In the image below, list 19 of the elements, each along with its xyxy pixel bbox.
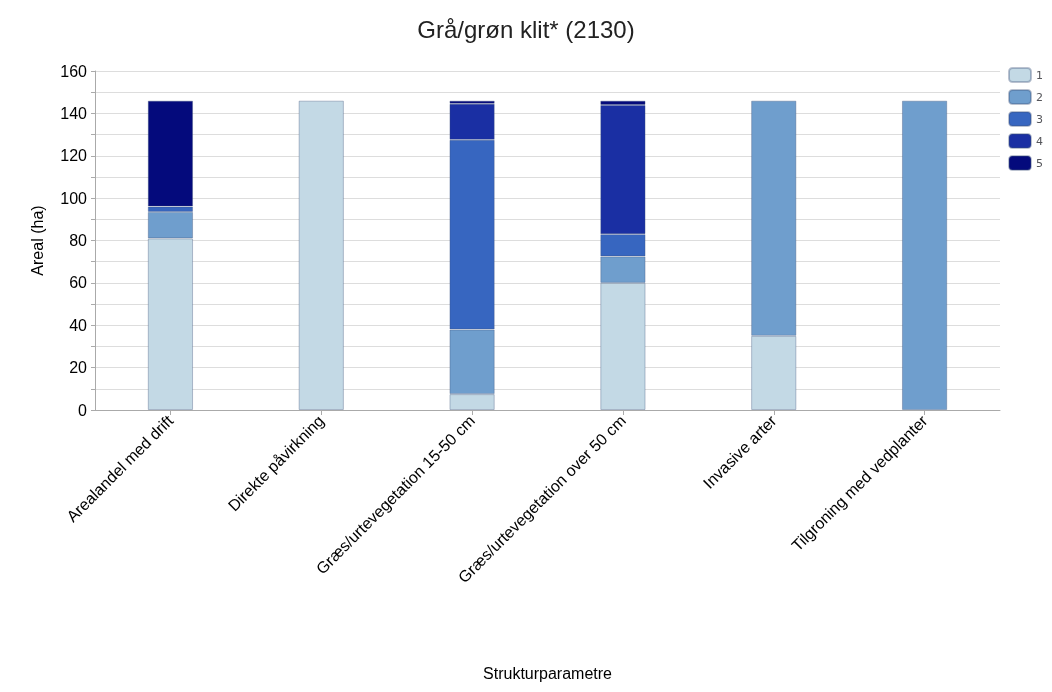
legend-label: 5 (1036, 156, 1043, 170)
y-tick-label: 120 (60, 147, 88, 165)
y-tick-label: 80 (69, 232, 88, 249)
legend-label: 3 (1036, 112, 1043, 126)
y-tick-label: 0 (78, 401, 88, 419)
y-axis-title: Areal (ha) (28, 205, 46, 276)
chart-title: Grå/grøn klit* (2130) (417, 15, 635, 43)
y-tick-label: 40 (69, 316, 88, 334)
y-tick-label: 140 (60, 104, 88, 122)
x-axis-title: Strukturparametre (483, 664, 613, 682)
legend-label: 4 (1036, 134, 1043, 148)
bar (298, 100, 344, 410)
bar (901, 100, 948, 410)
legend-label: 2 (1036, 90, 1043, 104)
y-tick-label: 100 (60, 189, 88, 207)
legend-label: 1 (1036, 68, 1043, 82)
y-tick-label: 60 (69, 274, 88, 292)
y-tick-label: 160 (60, 62, 88, 80)
y-tick-label: 20 (69, 359, 88, 377)
